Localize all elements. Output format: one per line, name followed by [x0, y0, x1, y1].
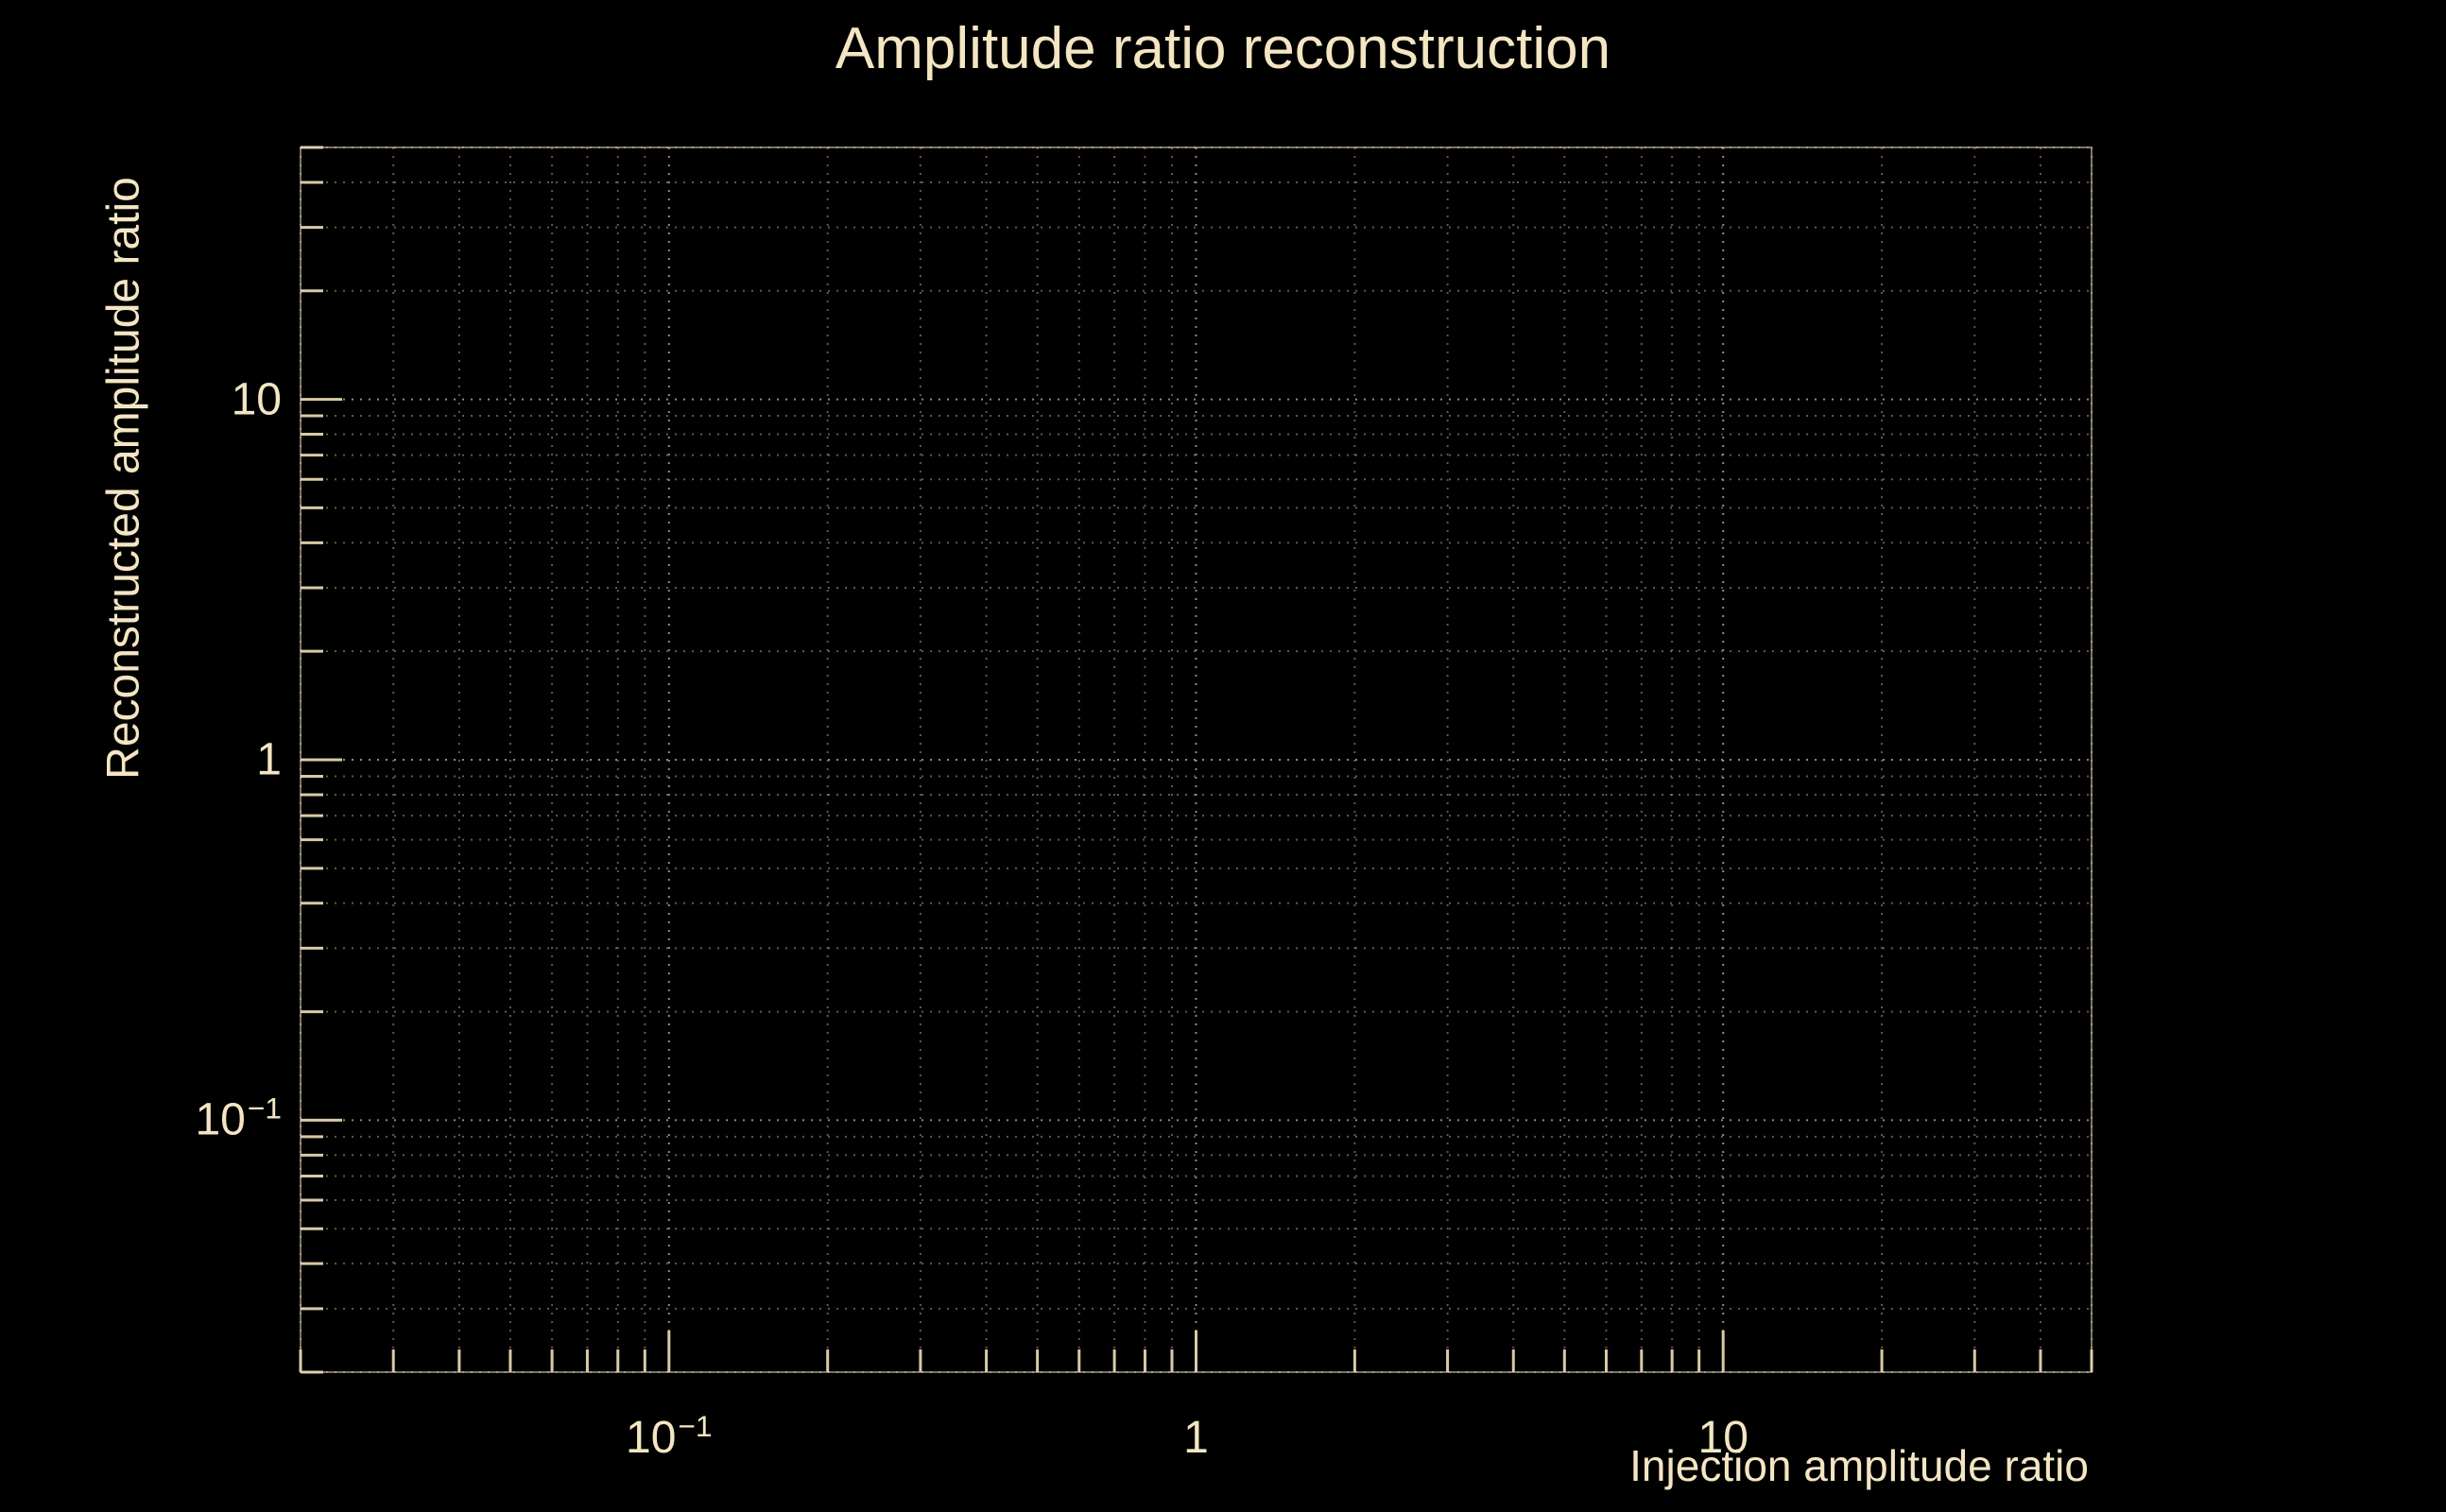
x-tick-label: 1 — [1183, 1412, 1209, 1464]
y-tick-label-exponent: −1 — [247, 1091, 282, 1125]
x-tick-label-base: 1 — [1183, 1413, 1209, 1463]
plot-frame — [300, 146, 2093, 1373]
y-tick-label-base: 10 — [195, 1094, 246, 1145]
x-tick-label-base: 10 — [626, 1413, 677, 1463]
x-tick-label: 10−1 — [626, 1408, 713, 1464]
y-tick-label: 10−1 — [195, 1091, 282, 1146]
chart-title: Amplitude ratio reconstruction — [835, 16, 1611, 81]
y-tick-label-base: 10 — [231, 374, 282, 425]
x-tick-label-base: 10 — [1697, 1413, 1748, 1463]
y-tick-label-base: 1 — [256, 734, 282, 785]
x-axis-label: Injection amplitude ratio — [1629, 1441, 2089, 1490]
x-tick-label-exponent: −1 — [678, 1408, 713, 1443]
y-axis-label: Reconstructed amplitude ratio — [98, 177, 149, 780]
y-tick-label: 1 — [256, 734, 282, 786]
y-tick-label: 10 — [232, 373, 282, 425]
x-tick-label: 10 — [1697, 1412, 1748, 1464]
